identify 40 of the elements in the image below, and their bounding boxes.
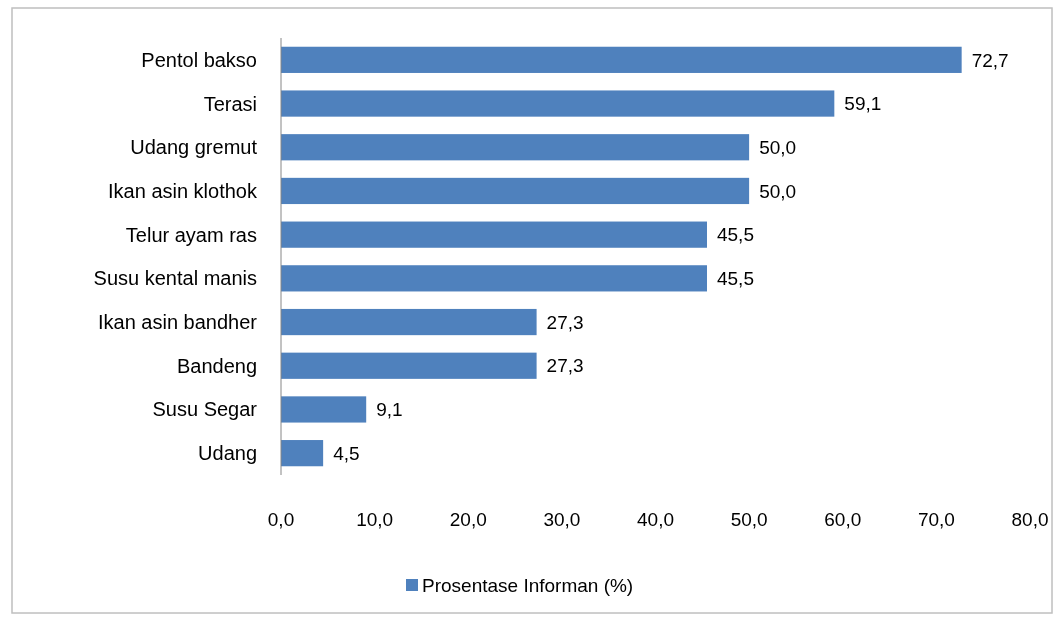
- y-tick-label: Udang: [198, 442, 257, 465]
- x-tick-label: 10,0: [356, 508, 394, 530]
- data-label: 27,3: [546, 311, 584, 333]
- x-tick-label: 40,0: [637, 508, 674, 530]
- bar: [281, 177, 750, 205]
- y-tick-label: Ikan asin klothok: [108, 179, 258, 202]
- bar: [281, 46, 962, 73]
- y-tick-label: Telur ayam ras: [125, 223, 257, 246]
- legend-label: Prosentase Informan (%): [422, 574, 634, 596]
- data-label: 9,1: [376, 399, 403, 421]
- bar: [281, 396, 367, 423]
- bar: [281, 352, 537, 379]
- x-tick-label: 20,0: [449, 508, 487, 530]
- y-tick-label: Bandeng: [176, 354, 257, 377]
- bar: [281, 265, 707, 292]
- data-label: 59,1: [844, 93, 882, 115]
- data-label: 45,5: [716, 224, 754, 246]
- bar: [281, 308, 537, 336]
- bar: [281, 440, 324, 467]
- y-tick-label: Pentol bakso: [141, 48, 257, 71]
- x-tick-label: 80,0: [1011, 508, 1049, 530]
- x-tick-label: 0,0: [267, 508, 295, 530]
- y-tick-label: Susu Segar: [152, 398, 258, 421]
- data-label: 72,7: [971, 49, 1009, 71]
- bar: [281, 134, 750, 161]
- bar: [281, 221, 707, 248]
- x-tick-label: 60,0: [824, 508, 862, 530]
- bar: [281, 90, 835, 117]
- y-tick-label: Terasi: [203, 92, 257, 115]
- data-label: 27,3: [546, 355, 584, 377]
- y-tick-label: Ikan asin bandher: [97, 311, 258, 334]
- x-tick-label: 70,0: [917, 508, 955, 530]
- y-tick-label: Udang gremut: [130, 136, 258, 159]
- data-label: 50,0: [759, 180, 797, 202]
- y-tick-label: Susu kental manis: [93, 267, 257, 290]
- data-label: 45,5: [716, 268, 754, 289]
- x-tick-label: 30,0: [543, 508, 581, 530]
- data-label: 50,0: [759, 136, 797, 158]
- data-label: 4,5: [333, 442, 360, 464]
- x-tick-label: 50,0: [730, 508, 768, 530]
